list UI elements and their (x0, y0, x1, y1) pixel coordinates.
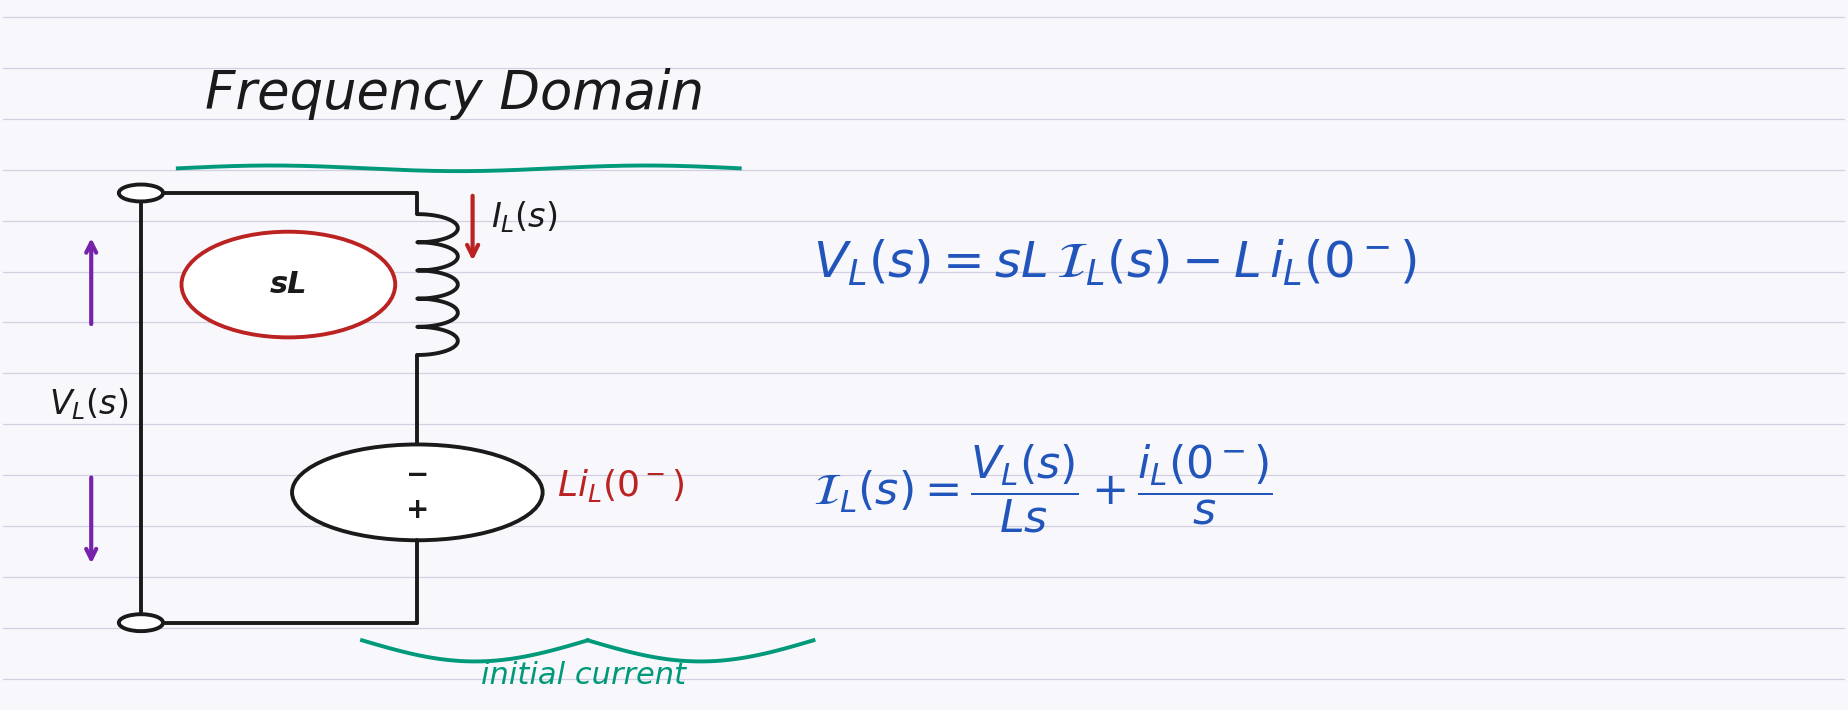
Text: sL: sL (270, 270, 307, 299)
Text: +: + (407, 496, 429, 524)
Text: $V_L(s) = sL\,\mathcal{I}_L(s) - L\,i_L(0^-)$: $V_L(s) = sL\,\mathcal{I}_L(s) - L\,i_L(… (813, 239, 1417, 288)
Text: $V_L(s)$: $V_L(s)$ (48, 386, 128, 422)
Circle shape (118, 614, 163, 631)
Circle shape (292, 444, 543, 540)
Text: −: − (407, 461, 429, 488)
Text: $I_L(s)$: $I_L(s)$ (492, 200, 558, 236)
Text: $\mathcal{I}_L(s) = \dfrac{V_L(s)}{Ls} + \dfrac{i_L(0^-)}{s}$: $\mathcal{I}_L(s) = \dfrac{V_L(s)}{Ls} +… (813, 443, 1273, 535)
Text: initial current: initial current (480, 661, 686, 690)
Circle shape (118, 185, 163, 202)
Text: $Li_L(0^-)$: $Li_L(0^-)$ (558, 466, 686, 504)
Text: Frequency Domain: Frequency Domain (205, 68, 704, 121)
Ellipse shape (181, 231, 395, 337)
